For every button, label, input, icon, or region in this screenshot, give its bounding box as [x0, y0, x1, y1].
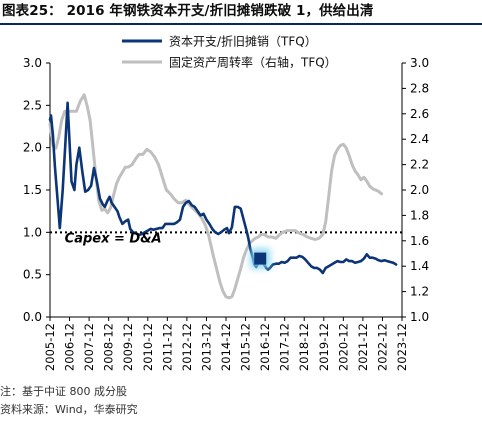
x-tick-label: 2016-12 — [258, 323, 272, 371]
x-tick-label: 2005-12 — [43, 323, 57, 371]
y-right-tick-label: 1.2 — [410, 285, 429, 299]
y-left-tick-label: 1.0 — [23, 225, 42, 239]
annotation-group: Capex = D&A — [65, 231, 162, 246]
figure-title: 图表25： 2016 年钢铁资本开支/折旧摊销跌破 1，供给出清 — [2, 3, 374, 19]
x-tick-label: 2014-12 — [219, 323, 233, 371]
x-tick-label: 2010-12 — [141, 323, 155, 371]
x-tick-label: 2009-12 — [121, 323, 135, 371]
y-right-tick-label: 1.4 — [410, 259, 429, 273]
y-left-tick-label: 1.5 — [23, 183, 42, 197]
series-line-capex-da — [48, 101, 398, 275]
x-tick-label: 2023-12 — [395, 323, 409, 371]
y-left-tick-label: 0.0 — [23, 310, 42, 324]
title-underline — [0, 23, 482, 25]
y-left-tick-label: 0.5 — [23, 268, 42, 282]
y-right-tick-label: 1.8 — [410, 208, 429, 222]
y-right-tick-label: 2.2 — [410, 158, 429, 172]
legend-label: 资本开支/折旧摊销（TFQ） — [169, 34, 317, 49]
x-tick-label: 2020-12 — [336, 323, 350, 371]
y-right-tick-label: 3.0 — [410, 56, 429, 70]
legend: 资本开支/折旧摊销（TFQ） 固定资产周转率（右轴，TFQ） — [122, 34, 337, 70]
y-left-tick-label: 3.0 — [23, 56, 42, 70]
series-group — [48, 93, 398, 300]
y-left-tick-label: 2.5 — [23, 98, 42, 112]
highlight-marker-square — [254, 252, 267, 265]
line-chart: 0.0 0.5 1.0 1.5 2.0 2.5 3.0 1.0 1.2 1.4 1.6 1.8 2.0 2… — [23, 34, 429, 372]
source-note: 资料来源：Wind，华泰研究 — [0, 403, 138, 416]
y-left-tick-label: 2.0 — [23, 141, 42, 155]
highlight-marker-group — [250, 248, 271, 269]
footnote: 注：基于中证 800 成分股 — [0, 385, 127, 398]
y-right-tick-label: 1.6 — [410, 234, 429, 248]
x-tick-label: 2011-12 — [160, 323, 174, 371]
x-tick-label: 2018-12 — [297, 323, 311, 371]
x-tick-label: 2022-12 — [375, 323, 389, 371]
x-tick-label: 2012-12 — [180, 323, 194, 371]
y-right-tick-label: 2.4 — [410, 132, 429, 146]
x-tick-label: 2021-12 — [356, 323, 370, 371]
x-tick-label: 2007-12 — [82, 323, 96, 371]
annotation-capex-equals-da: Capex = D&A — [65, 231, 162, 246]
y-right-tick-label: 1.0 — [410, 310, 429, 324]
x-tick-label: 2013-12 — [199, 323, 213, 371]
y-right-tick-label: 2.0 — [410, 183, 429, 197]
x-tick-label: 2006-12 — [63, 323, 77, 371]
axes-group: 0.0 0.5 1.0 1.5 2.0 2.5 3.0 1.0 1.2 1.4 1.6 1.8 2.0 2… — [23, 56, 429, 371]
x-tick-label: 2017-12 — [278, 323, 292, 371]
y-right-tick-label: 2.6 — [410, 107, 429, 121]
y-right-tick-label: 2.8 — [410, 81, 429, 95]
x-tick-label: 2008-12 — [102, 323, 116, 371]
x-tick-label: 2019-12 — [317, 323, 331, 371]
x-tick-label: 2015-12 — [239, 323, 253, 371]
legend-label: 固定资产周转率（右轴，TFQ） — [169, 55, 337, 70]
series-line-fixed-asset-turnover — [48, 93, 383, 300]
